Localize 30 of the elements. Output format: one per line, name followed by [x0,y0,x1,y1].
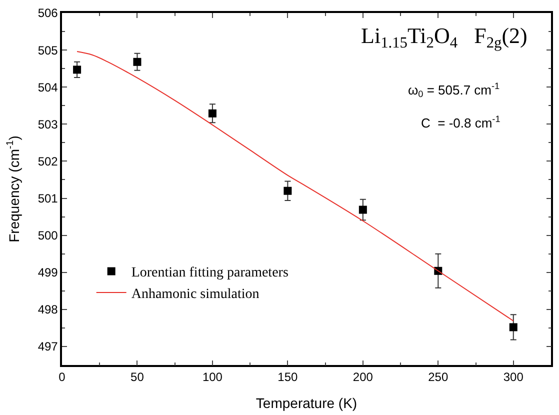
annotation: ω$_{0}$ = 505.7 cm$^{-1}$ [408,81,500,100]
x-tick-label: 100 [202,370,223,384]
legend-label: Lorentian fitting parameters [131,266,288,281]
x-tick-label: 0 [58,370,66,384]
y-tick-label: 498 [38,302,58,317]
y-tick-label: 499 [38,266,58,280]
point [284,186,292,195]
y-tick-label: 500 [38,228,58,243]
y-tick-label: 501 [38,191,58,206]
y-tick-label: 503 [38,117,58,132]
y-tick-label: 506 [38,6,58,20]
line-series [76,51,514,322]
x-tick-label: 200 [352,370,374,384]
text: Li$_{1.15}$Ti$_{2}$O$_{4}$ F$_{2g}$(2) [361,23,528,52]
x-axis-title: Temperature (K) [256,394,358,411]
x-tick-label: 50 [130,370,144,384]
y-tick-label: 505 [38,43,58,58]
y-tick-label: 497 [38,340,58,354]
y-tick-label: 504 [38,80,58,94]
point [133,58,142,66]
legend-label: Anhamonic simulation [131,286,260,302]
point [358,206,367,214]
point [73,66,82,74]
x-tick-label: 250 [428,370,448,384]
annotation: C = -0.8 cm$^{-1}$ [421,114,500,130]
x-tick-label: 150 [278,370,298,384]
x-tick-label: 300 [503,370,524,384]
point [208,109,216,118]
point [509,323,518,332]
y-tick-label: 502 [38,154,58,168]
